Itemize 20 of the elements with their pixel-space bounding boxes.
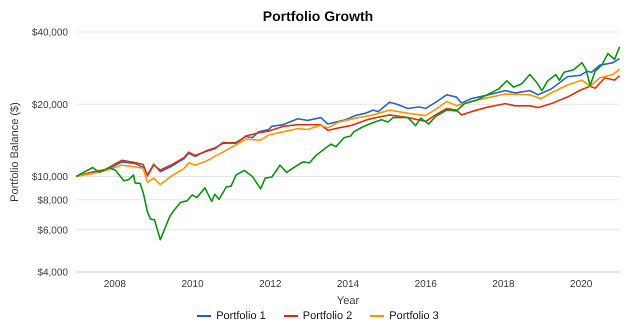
legend-label: Portfolio 1	[216, 310, 266, 322]
y-tick-label: $8,000	[37, 195, 68, 206]
x-tick-label: 2010	[181, 279, 204, 290]
legend-label: Portfolio 3	[389, 310, 439, 322]
y-tick-label: $4,000	[37, 268, 68, 279]
x-tick-label: 2020	[570, 279, 593, 290]
y-axis-title: Portfolio Balance ($)	[8, 102, 21, 202]
y-tick-label: $6,000	[37, 225, 68, 236]
x-tick-label: 2016	[414, 279, 438, 290]
y-tick-label: $10,000	[32, 172, 68, 184]
y-tick-label: $40,000	[32, 28, 68, 39]
y-tick-label: $20,000	[32, 100, 68, 111]
legend-label: Portfolio 2	[302, 310, 352, 322]
x-tick-label: 2018	[492, 279, 515, 290]
line-series	[76, 46, 620, 241]
x-tick-label: 2014	[336, 279, 360, 290]
x-tick-label: 2008	[104, 279, 126, 290]
x-tick-label: 2012	[259, 279, 282, 290]
x-axis-title: Year	[336, 295, 360, 307]
chart-title: Portfolio Growth	[262, 8, 374, 26]
